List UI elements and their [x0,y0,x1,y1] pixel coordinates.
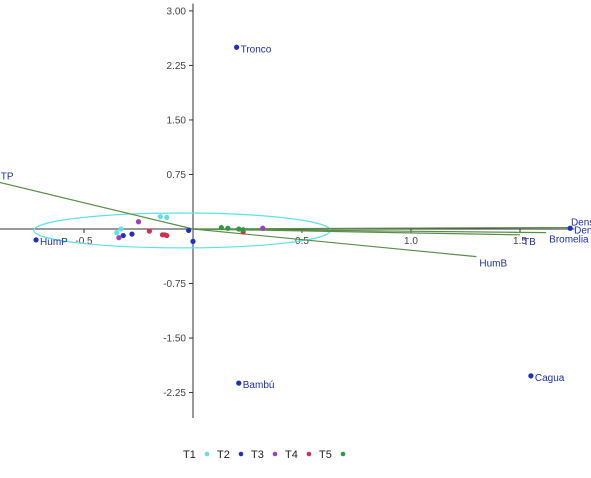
legend-label: T3 [251,449,264,461]
legend-marker [272,451,278,457]
data-point [135,219,142,225]
x-tick-label: 1.0 [404,236,418,247]
vector-line [192,228,521,236]
data-point [129,231,135,237]
site-point [236,380,242,386]
data-point [190,238,196,244]
site-point [567,225,573,231]
data-point [164,214,170,220]
legend-label: T2 [217,449,230,461]
x-tick-label: -0.5 [75,236,93,247]
site-label: Densidad [574,225,591,236]
data-point [225,225,231,231]
y-tick-label: -0.75 [163,279,186,290]
legend-marker [204,451,210,457]
vector-line [192,226,568,230]
data-point [116,235,122,241]
vector-label: Densidad [571,218,591,229]
site-label: Tronco [241,44,272,55]
vector-label: TB [523,237,536,248]
data-point [218,224,224,231]
vector-label: TP [1,172,14,183]
environmental-vectors: TPHumBDensidadBromeliaTB [0,172,591,270]
x-tick-label: 1.5 [513,236,527,247]
y-tick-label: 1.50 [167,115,187,126]
axes: -0.5 0.5 1.0 1.5 3.00 2.25 1.50 0.75 -0.75 -1.50 -… [0,3,575,419]
x-tick-label: 0.5 [295,236,309,247]
data-point [240,227,246,233]
site-point [234,44,240,50]
site-label: HumP [40,237,68,248]
legend-label: T1 [183,449,196,461]
y-tick-label: -2.25 [163,388,186,399]
legend-marker [306,451,312,457]
vector-line [0,181,194,230]
site-point [528,373,534,379]
vector-label: HumB [479,259,507,270]
vector-line [192,228,477,258]
y-tick-label: 2.25 [167,61,187,72]
site-points: Tronco HumP Bambú Cagua Densidad [33,44,591,391]
vector-label: Bromelia [549,235,589,246]
data-point [186,227,192,234]
legend-marker [238,451,244,457]
data-point [260,225,266,231]
legend-label: T4 [285,449,298,461]
data-point [157,214,163,220]
site-point [33,237,39,243]
data-point [164,232,170,239]
legend-marker [340,451,346,457]
data-point [114,230,120,236]
data-point [118,226,124,232]
y-tick-label: 3.00 [167,6,187,17]
data-point [159,232,166,238]
data-point [146,228,152,234]
y-tick-label: -1.50 [163,334,186,345]
y-tick-label: 0.75 [167,170,187,181]
site-label: Bambú [243,380,275,391]
legend: T1 T2 T3 T4 T5 [183,449,346,461]
data-point [236,226,242,232]
legend-label: T5 [319,449,332,461]
data-point [120,232,126,239]
site-label: Cagua [535,373,565,384]
treatment-points [114,214,266,244]
